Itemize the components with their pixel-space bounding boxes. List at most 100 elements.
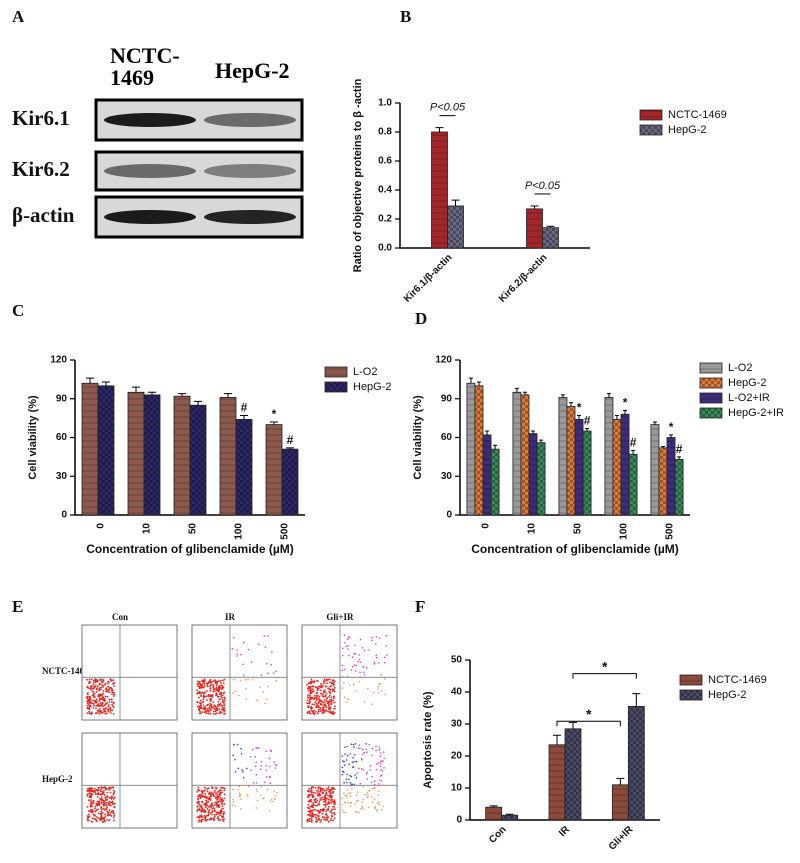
error-bar — [585, 427, 590, 432]
legend-label: HepG-2 — [708, 689, 747, 701]
blot-row-label: Kir6.1 — [12, 106, 70, 130]
flow-dots — [86, 786, 116, 823]
bar — [520, 394, 530, 516]
significance-marker: # — [241, 401, 248, 415]
flow-column-label: Gli+IR — [326, 612, 354, 622]
error-bar — [194, 400, 202, 406]
y-tick-label: 10 — [451, 783, 463, 794]
flow-plot — [191, 732, 288, 829]
y-tick-label: 0.2 — [378, 214, 392, 225]
error-bar — [148, 391, 156, 395]
y-tick-label: 20 — [451, 751, 463, 762]
significance-marker: * — [669, 420, 674, 434]
x-tick-label: Con — [487, 824, 509, 846]
blot-band — [104, 164, 196, 178]
error-bar — [102, 381, 110, 386]
error-bar — [514, 387, 519, 393]
legend-label: NCTC-1469 — [668, 109, 727, 121]
significance-marker: * — [272, 407, 277, 421]
flow-plot — [81, 732, 178, 829]
y-axis-label: Ratio of objective proteins to β -actin — [352, 78, 364, 272]
error-bar — [86, 377, 94, 384]
x-tick-label: Kir6.2/β-actin — [497, 252, 550, 305]
y-tick-label: 0.6 — [378, 156, 392, 167]
error-bar — [560, 394, 565, 398]
panel-label: B — [400, 7, 411, 26]
error-bar — [178, 393, 186, 397]
y-tick-label: 120 — [50, 355, 67, 366]
bar — [97, 385, 115, 516]
x-tick-label: Gli+IR — [607, 824, 636, 853]
bar — [490, 448, 500, 516]
bar — [574, 419, 584, 516]
bar — [650, 424, 660, 516]
legend-swatch — [679, 689, 703, 701]
error-bar — [677, 456, 682, 460]
bar — [582, 430, 592, 516]
legend-label: HepG-2 — [668, 124, 707, 136]
flow-column-label: IR — [225, 612, 236, 622]
y-axis-label: Cell viability (%) — [27, 395, 39, 480]
bar — [219, 397, 237, 516]
x-tick-label: 100 — [619, 523, 630, 540]
legend-label: HepG-2 — [353, 381, 392, 393]
panel-label: C — [12, 301, 24, 320]
bar — [474, 385, 484, 516]
y-axis-label: Apoptosis rate (%) — [422, 691, 434, 789]
bar — [542, 227, 559, 249]
bar — [526, 208, 543, 249]
panel-label: A — [12, 7, 25, 26]
bar — [485, 806, 503, 821]
bar — [658, 447, 668, 516]
error-bar — [652, 421, 657, 425]
blot-band — [204, 210, 296, 224]
bar — [235, 419, 253, 516]
flow-row-label: NCTC-1469 — [42, 666, 89, 676]
y-tick-label: 0.8 — [378, 127, 392, 138]
blot-row-label: Kir6.2 — [12, 157, 70, 181]
legend-label: NCTC-1469 — [708, 674, 767, 686]
error-bar — [616, 777, 625, 785]
blot-band — [104, 113, 196, 127]
annotation: * — [586, 706, 592, 722]
x-axis-label: Concentration of glibenclamide (µM) — [471, 542, 679, 556]
error-bar — [568, 402, 573, 407]
bar — [564, 728, 582, 821]
error-bar — [546, 225, 555, 228]
y-tick-label: 0.0 — [378, 243, 392, 254]
error-bar — [286, 447, 294, 450]
error-bar — [530, 205, 539, 209]
legend-label: L-O2 — [353, 366, 377, 378]
x-tick-label: 500 — [665, 523, 676, 540]
x-axis-label: Concentration of glibenclamide (µM) — [86, 542, 294, 556]
blot-band — [204, 113, 296, 127]
error-bar — [132, 386, 140, 393]
bar — [604, 397, 614, 516]
legend-swatch — [639, 124, 663, 136]
blot-band — [104, 210, 196, 224]
bar — [173, 395, 191, 516]
annotation: P<0.05 — [525, 180, 561, 192]
y-tick-label: 60 — [56, 432, 68, 443]
y-tick-label: 40 — [451, 687, 463, 698]
y-tick-label: 0 — [456, 815, 462, 826]
panel-label: D — [415, 309, 427, 328]
bar — [674, 459, 684, 516]
error-bar — [270, 421, 278, 425]
x-tick-label: 50 — [573, 523, 584, 535]
y-axis-label: Cell viability (%) — [412, 395, 424, 480]
legend-label: L-O2+IR — [728, 392, 770, 404]
legend-swatch — [699, 362, 723, 374]
legend-swatch — [699, 392, 723, 404]
bar — [189, 404, 207, 516]
error-bar — [468, 377, 473, 384]
blot-band — [204, 164, 296, 178]
annotation: * — [602, 658, 608, 674]
x-tick-label: 100 — [234, 523, 245, 540]
x-tick-label: 500 — [280, 523, 291, 540]
error-bar — [669, 434, 674, 438]
significance-marker: # — [584, 414, 591, 428]
legend-label: HepG-2 — [728, 377, 767, 389]
y-tick-label: 60 — [441, 432, 453, 443]
